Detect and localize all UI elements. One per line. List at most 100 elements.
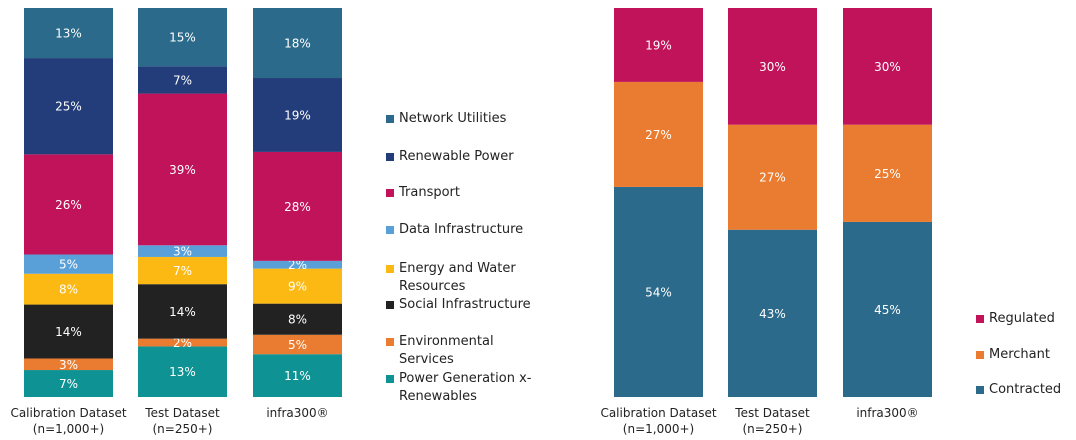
- bar-segment: [24, 304, 113, 359]
- data-label: 28%: [284, 200, 311, 214]
- bar-segment: [614, 186, 703, 397]
- x-tick-label: Test Dataset (n=250+): [735, 406, 810, 436]
- data-label: 25%: [874, 167, 901, 181]
- data-label: 14%: [169, 305, 196, 319]
- data-label: 5%: [59, 258, 78, 272]
- data-label: 7%: [59, 377, 78, 391]
- bar-segment: [138, 8, 227, 67]
- bar-segment: [614, 81, 703, 187]
- bar-segment: [138, 346, 227, 397]
- data-label: 15%: [169, 31, 196, 45]
- legend-item: Regulated: [976, 310, 1076, 328]
- data-label: 39%: [169, 163, 196, 177]
- legend-swatch: [386, 153, 394, 161]
- data-label: 43%: [759, 307, 786, 321]
- x-tick-label: Calibration Dataset (n=1,000+): [600, 406, 717, 436]
- bar-segment: [253, 151, 342, 261]
- data-label: 18%: [284, 37, 311, 51]
- legend-swatch: [976, 386, 984, 394]
- legend-swatch: [386, 226, 394, 234]
- data-label: 7%: [173, 73, 192, 87]
- legend-item: Data Infrastructure: [386, 221, 534, 239]
- data-label: 54%: [645, 285, 672, 299]
- bar-segment: [253, 303, 342, 335]
- data-label: 3%: [173, 245, 192, 259]
- bar-segment: [843, 8, 932, 125]
- x-tick-label: infra300®: [856, 406, 919, 420]
- legend-swatch: [386, 189, 394, 197]
- data-label: 14%: [55, 325, 82, 339]
- data-label: 5%: [288, 338, 307, 352]
- bar-segment: [24, 8, 113, 59]
- legend-swatch: [386, 375, 394, 383]
- data-label: 19%: [284, 108, 311, 122]
- legend-item: Environmental Services: [386, 333, 534, 369]
- legend-label: Environmental Services: [399, 334, 494, 367]
- legend-label: Power Generation x-Renewables: [399, 371, 532, 404]
- bar-segment: [614, 8, 703, 82]
- legend-item: Merchant: [976, 346, 1076, 364]
- bar-segment: [728, 8, 817, 125]
- x-tick-label: Calibration Dataset (n=1,000+): [10, 406, 127, 436]
- bar-segment: [138, 66, 227, 94]
- data-label: 30%: [759, 60, 786, 74]
- bar-segment: [138, 338, 227, 347]
- data-label: 11%: [284, 369, 311, 383]
- data-label: 27%: [759, 171, 786, 185]
- legend-label: Renewable Power: [399, 149, 514, 164]
- data-label: 30%: [874, 60, 901, 74]
- legend-swatch: [386, 265, 394, 273]
- bar-segment: [24, 58, 113, 155]
- legend-label: Data Infrastructure: [399, 222, 524, 237]
- bar-segment: [253, 268, 342, 304]
- data-label: 8%: [288, 313, 307, 327]
- legend-item: Renewable Power: [386, 148, 534, 166]
- bar-segment: [253, 8, 342, 79]
- legend-item: Transport: [386, 184, 534, 202]
- bar-segment: [253, 334, 342, 355]
- bar-segment: [843, 124, 932, 222]
- legend-item: Contracted: [976, 381, 1076, 399]
- bar-segment: [24, 254, 113, 274]
- bar-segment: [253, 260, 342, 269]
- x-tick-label: Test Dataset (n=250+): [145, 406, 220, 436]
- data-label: 13%: [169, 365, 196, 379]
- data-label: 2%: [288, 258, 307, 272]
- legend-swatch: [386, 338, 394, 346]
- legend-item: Power Generation x-Renewables: [386, 370, 534, 406]
- legend-swatch: [386, 301, 394, 309]
- legend-swatch: [976, 351, 984, 359]
- bar-segment: [24, 358, 113, 371]
- legend-label: Transport: [399, 185, 461, 200]
- bar-segment: [728, 124, 817, 230]
- data-label: 13%: [55, 27, 82, 41]
- data-label: 25%: [55, 100, 82, 114]
- legend-label: Social Infrastructure: [399, 297, 531, 312]
- legend-swatch: [386, 115, 394, 123]
- data-label: 27%: [645, 128, 672, 142]
- bar-segment: [728, 229, 817, 397]
- legend-item: Energy and Water Resources: [386, 260, 534, 296]
- legend-label: Regulated: [989, 311, 1055, 326]
- bar-segment: [138, 256, 227, 285]
- legend-label: Contracted: [989, 382, 1062, 397]
- bar-segment: [24, 154, 113, 255]
- legend-item: Social Infrastructure: [386, 296, 534, 314]
- legend-swatch: [976, 315, 984, 323]
- data-label: 9%: [288, 280, 307, 294]
- data-label: 8%: [59, 283, 78, 297]
- data-label: 3%: [59, 358, 78, 372]
- bar-segment: [138, 245, 227, 257]
- bar-segment: [253, 78, 342, 152]
- legend-label: Merchant: [989, 347, 1050, 362]
- x-tick-label: infra300®: [266, 406, 329, 420]
- bar-segment: [24, 370, 113, 397]
- bar-segment: [253, 354, 342, 397]
- data-label: 7%: [173, 264, 192, 278]
- legend-item: Network Utilities: [386, 110, 534, 128]
- legend-label: Network Utilities: [399, 111, 507, 126]
- data-label: 45%: [874, 303, 901, 317]
- data-label: 19%: [645, 38, 672, 52]
